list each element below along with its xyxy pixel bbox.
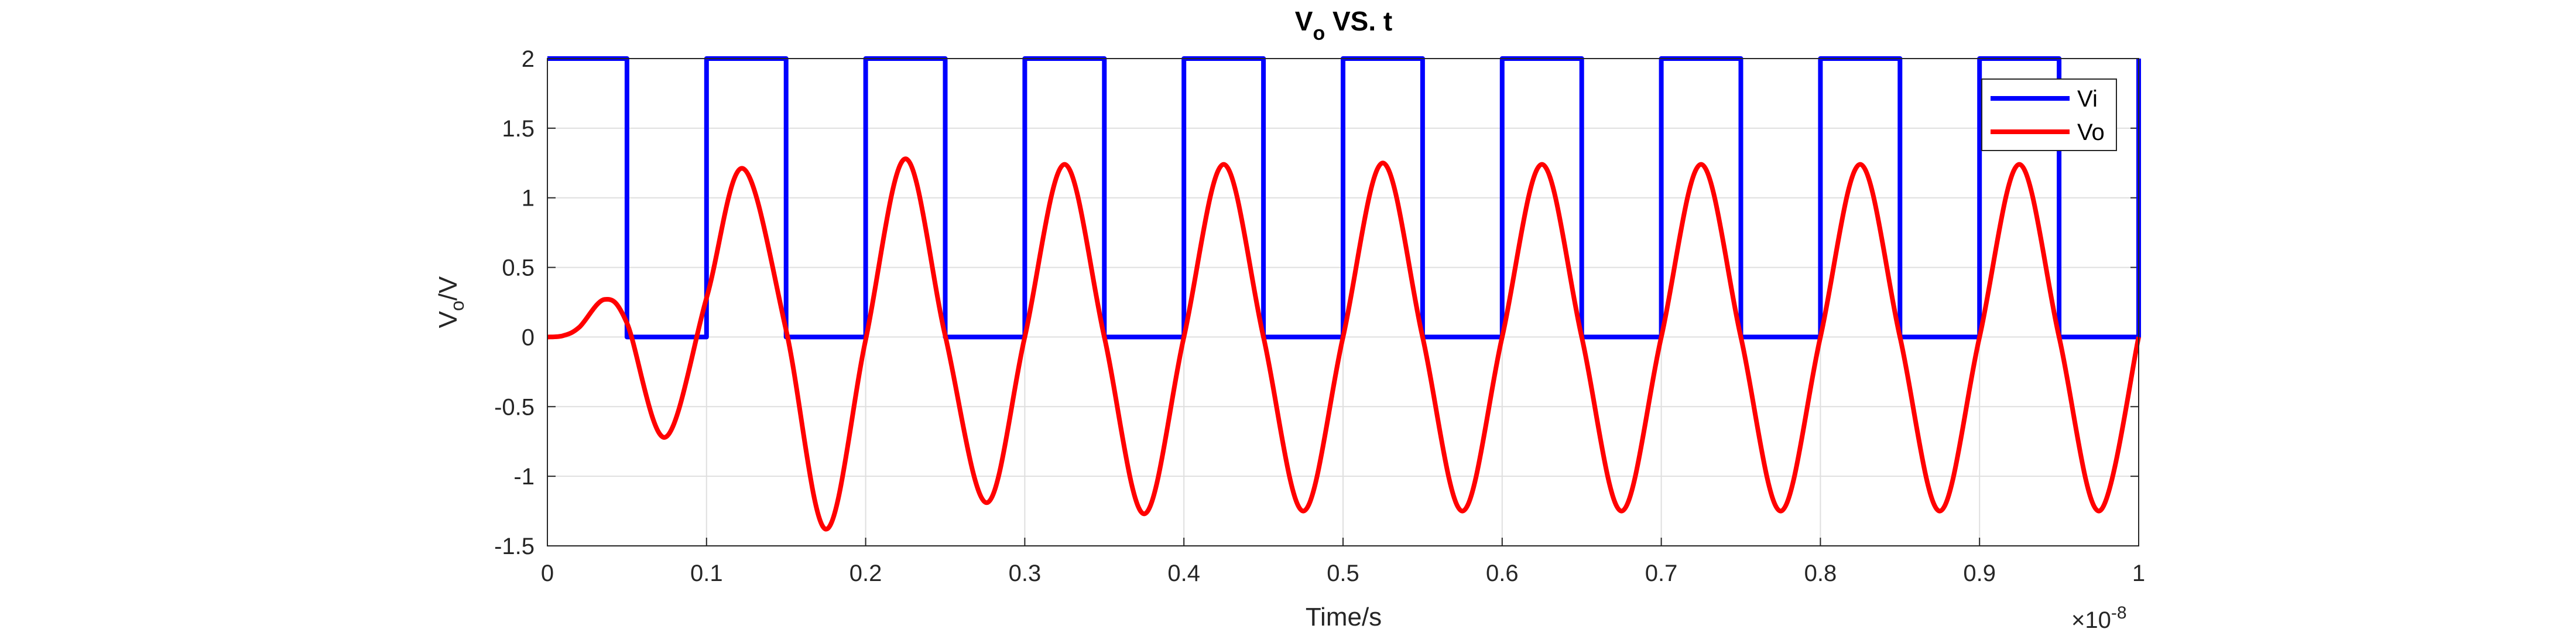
x-tick-label: 0.5	[1327, 561, 1359, 586]
y-tick-label: 0.5	[502, 255, 535, 281]
chart-title: Vo VS. t	[1295, 6, 1393, 45]
x-tick-label: 0.9	[1963, 561, 1996, 586]
y-tick-label: -1	[513, 464, 535, 490]
y-tick-label: 1	[522, 186, 535, 211]
x-tick-label: 0.3	[1009, 561, 1042, 586]
x-tick-label: 0.2	[849, 561, 882, 586]
legend-box	[1981, 78, 2117, 151]
x-tick-label: 0.4	[1167, 561, 1200, 586]
y-tick-label: -1.5	[494, 534, 535, 559]
y-tick-label: -0.5	[494, 394, 535, 420]
x-axis-exponent-power: -8	[2111, 603, 2127, 623]
legend-label-vo: Vo	[2077, 119, 2105, 145]
series-line-vi	[547, 56, 2141, 340]
chart-title-main: V	[1295, 6, 1313, 36]
y-axis-label-main: V	[434, 310, 463, 328]
x-tick-label: 0.8	[1804, 561, 1837, 586]
x-axis-exponent-base: ×10	[2071, 607, 2111, 633]
legend-label-vi: Vi	[2077, 86, 2098, 112]
x-tick-label: 1	[2132, 561, 2145, 586]
chart-title-rest: VS. t	[1325, 6, 1392, 36]
chart-title-sub: o	[1313, 22, 1325, 45]
x-tick-label: 0.6	[1486, 561, 1519, 586]
x-tick-label: 0.1	[690, 561, 723, 586]
y-axis-label-rest: /V	[434, 276, 463, 300]
x-axis-label: Time/s	[1306, 603, 1382, 631]
legend: Vi Vo	[1981, 78, 2117, 151]
y-tick-labels: -1.5 -1 -0.5 0 0.5 1 1.5 2	[494, 46, 535, 559]
x-axis-exponent: ×10-8	[2071, 603, 2127, 633]
series-line-vo	[547, 156, 2141, 532]
y-tick-label: 2	[522, 46, 535, 72]
y-tick-label: 0	[522, 324, 535, 350]
x-tick-labels: 0 0.1 0.2 0.3 0.4 0.5 0.6 0.7 0.8 0.9 1	[541, 561, 2145, 586]
x-tick-label: 0.7	[1645, 561, 1678, 586]
y-axis-label: Vo/V	[434, 276, 468, 328]
y-axis-label-sub: o	[447, 300, 468, 311]
x-tick-label: 0	[541, 561, 554, 586]
plot-frame	[547, 58, 2139, 546]
y-tick-label: 1.5	[502, 116, 535, 142]
